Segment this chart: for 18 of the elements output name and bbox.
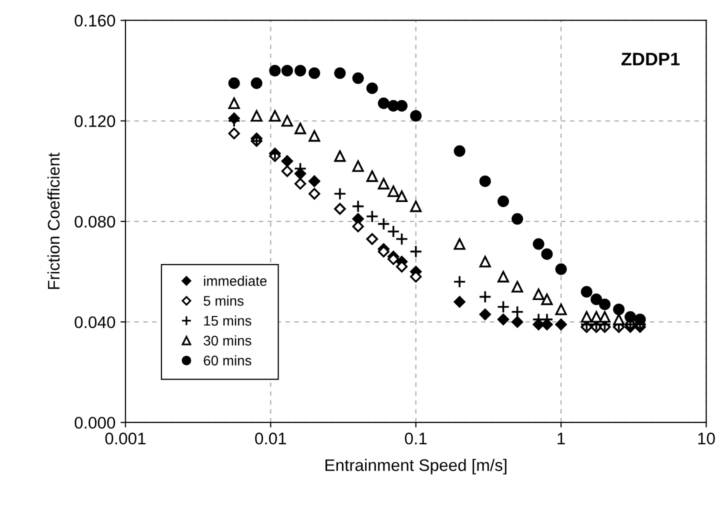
- legend-label: 60 mins: [204, 355, 252, 366]
- x-tick-label: 0.1: [404, 432, 427, 444]
- legend-label: immediate: [204, 276, 267, 286]
- x-tick-label: 10: [698, 432, 715, 444]
- legend-label: 15 mins: [204, 315, 252, 326]
- x-axis-title: Entrainment Speed [m/s]: [326, 458, 506, 474]
- x-tick-label: 0.001: [105, 432, 146, 444]
- y-axis-title: Friction Coefficient: [47, 152, 60, 289]
- y-tick-label: 0.160: [74, 14, 116, 27]
- y-tick-label: 0.000: [74, 416, 116, 429]
- y-tick-label: 0.120: [74, 115, 116, 128]
- x-tick-label: 0.01: [255, 432, 286, 444]
- legend-label: 5 mins: [204, 296, 244, 306]
- annotation: ZDDP1: [621, 52, 680, 66]
- x-tick-label: 1: [558, 432, 565, 444]
- y-tick-label: 0.080: [74, 216, 116, 228]
- legend-label: 30 mins: [204, 335, 252, 346]
- y-tick-label: 0.040: [74, 316, 116, 328]
